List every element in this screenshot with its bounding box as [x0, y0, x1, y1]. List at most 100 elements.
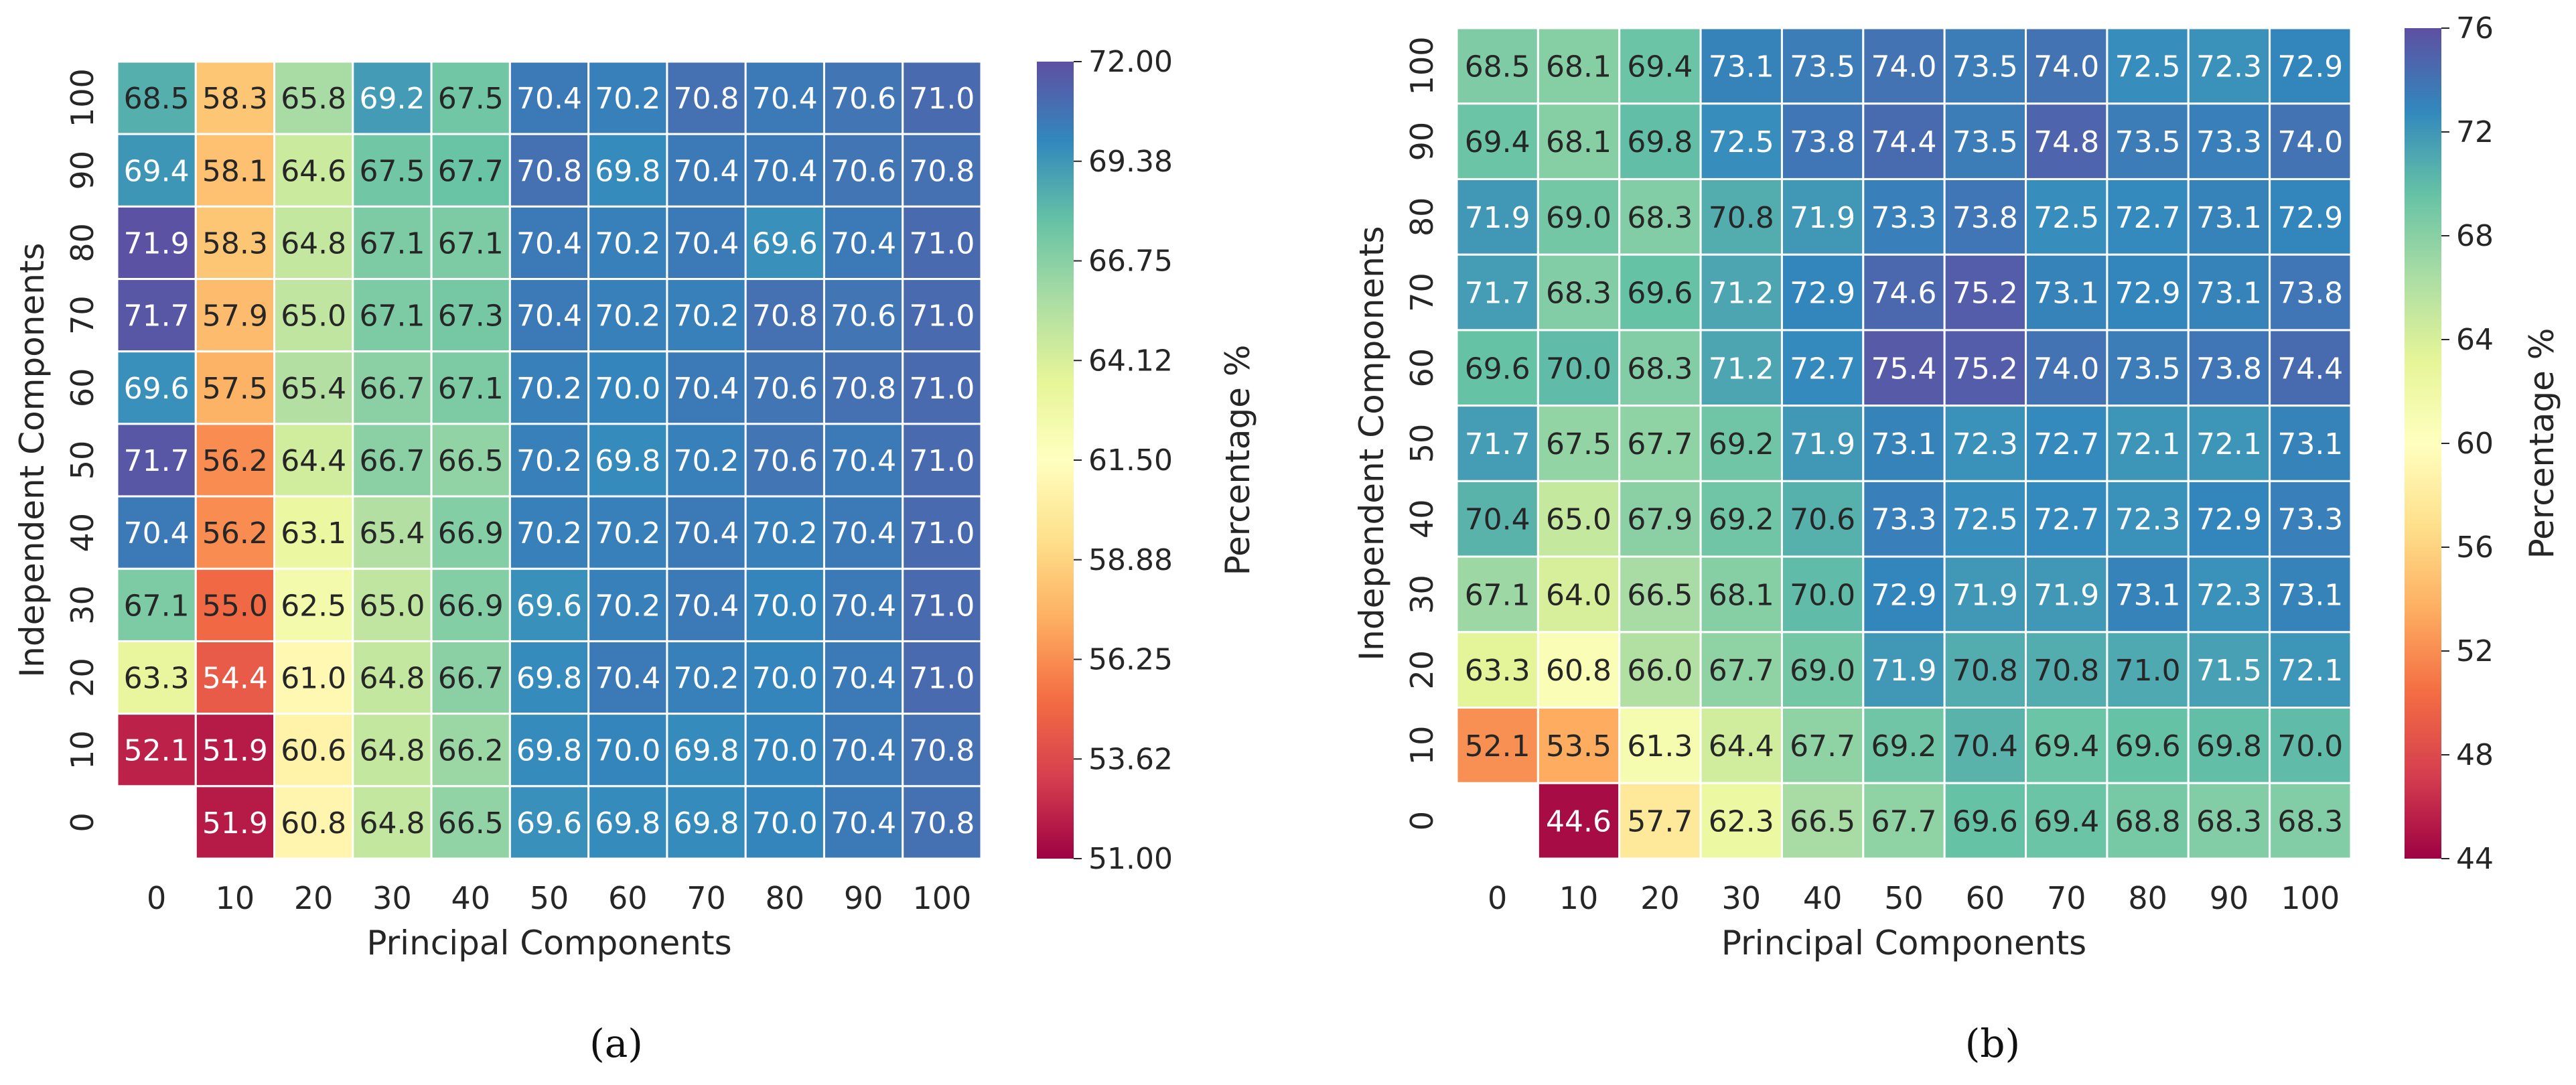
- cell-value-label: 57.5: [202, 372, 268, 406]
- heatmap-cell: [666, 640, 747, 715]
- cell-value-label: 66.5: [1627, 578, 1693, 612]
- y-axis-label: Independent Components: [1352, 226, 1391, 660]
- heatmap-cell: [1455, 102, 1539, 180]
- cell-value-label: 74.0: [2033, 50, 2099, 84]
- cell-value-label: 70.6: [831, 299, 896, 334]
- cell-value-label: 53.5: [1546, 729, 1612, 764]
- cell-value-label: 67.1: [124, 589, 190, 623]
- cell-value-label: 71.9: [1465, 201, 1530, 235]
- cell-value-label: 60.8: [1546, 654, 1612, 688]
- cell-value-label: 65.8: [281, 82, 346, 116]
- heatmap-cell: [744, 350, 825, 425]
- heatmap-cell: [2269, 631, 2352, 709]
- y-tick-label: 30: [64, 585, 100, 625]
- heatmap-cell: [2187, 405, 2271, 482]
- cell-value-label: 70.6: [831, 154, 896, 188]
- x-axis-ticks: 0 10 20 30 40 50 60 70 80 90 100: [1488, 880, 2340, 916]
- cell-value-label: 69.4: [2033, 729, 2099, 764]
- cell-value-label: 70.4: [516, 299, 582, 334]
- y-tick-label: 100: [64, 68, 100, 127]
- cell-value-label: 71.9: [2033, 578, 2099, 612]
- cell-value-label: 69.8: [674, 734, 739, 768]
- heatmap-cell: [1618, 177, 1702, 256]
- cell-value-label: 67.9: [1627, 503, 1693, 537]
- heatmap-cell: [822, 567, 904, 642]
- cell-value-label: 51.9: [202, 734, 268, 768]
- heatmap-cell: [2025, 782, 2108, 860]
- heatmap-cell: [273, 785, 354, 860]
- heatmap-cell: [2106, 177, 2190, 256]
- cell-value-label: 70.0: [2277, 729, 2343, 764]
- cell-value-label: 70.8: [831, 372, 896, 406]
- heatmap-cell: [744, 205, 825, 281]
- y-tick-label: 70: [64, 295, 100, 335]
- y-tick-label: 50: [1404, 424, 1440, 463]
- heatmap-cell: [1455, 329, 1539, 407]
- heatmap-cell: [273, 350, 354, 425]
- cell-value-label: 69.6: [1627, 277, 1693, 311]
- heatmap-cell: [744, 495, 825, 570]
- y-tick-label: 20: [64, 658, 100, 697]
- y-tick-label: 30: [1404, 575, 1440, 614]
- cell-value-label: 69.4: [1465, 125, 1530, 159]
- cell-value-label: 71.9: [1952, 578, 2018, 612]
- heatmap-cell: [430, 567, 511, 642]
- cell-value-label: 72.1: [2115, 427, 2181, 461]
- cell-value-label: 70.4: [831, 734, 896, 768]
- heatmap-cell: [508, 713, 590, 788]
- colorbar-gradient: [1037, 62, 1074, 859]
- y-tick-label: 80: [64, 223, 100, 263]
- colorbar: 76 72 68 64 60 56 52 48 44 Percentage %: [2405, 11, 2561, 876]
- cell-value-label: 67.5: [438, 82, 504, 116]
- heatmap-cell: [902, 133, 983, 208]
- cell-value-label: 71.2: [1709, 277, 1774, 311]
- cell-value-label: 70.4: [831, 806, 896, 841]
- heatmap-cell: [508, 495, 590, 570]
- cell-value-label: 70.2: [516, 372, 582, 406]
- cell-value-label: 70.0: [595, 372, 660, 406]
- cell-value-label: 72.5: [2033, 201, 2099, 235]
- x-tick-label: 40: [1803, 880, 1843, 916]
- heatmap-cell: [902, 423, 983, 498]
- heatmap-cell: [1455, 177, 1539, 256]
- cell-value-label: 71.0: [909, 589, 975, 623]
- cell-value-label: 70.0: [752, 662, 818, 696]
- heatmap-cell: [2106, 782, 2190, 860]
- cell-value-label: 57.7: [1627, 805, 1693, 839]
- heatmap-cell: [273, 640, 354, 715]
- cell-value-label: 72.5: [2115, 50, 2181, 84]
- heatmap-cell: [116, 205, 197, 281]
- cell-value-label: 67.1: [1465, 578, 1530, 612]
- cell-value-label: 62.3: [1709, 805, 1774, 839]
- cell-value-label: 73.3: [2277, 503, 2343, 537]
- colorbar-tick-label: 69.38: [1088, 145, 1173, 179]
- heatmap-cells: 68.5 58.3 65.8 69.2 67.5 70.4 70.2 70.8 70.4 70.6…: [116, 60, 983, 860]
- y-tick-label: 100: [1404, 36, 1440, 95]
- colorbar-label: Percentage %: [2522, 328, 2561, 559]
- cell-value-label: 69.8: [516, 662, 582, 696]
- cell-value-label: 70.8: [909, 154, 975, 188]
- cell-value-label: 74.4: [1871, 125, 1937, 159]
- cell-value-label: 70.4: [674, 589, 739, 623]
- cell-value-label: 66.5: [438, 444, 504, 478]
- heatmap-cell: [1780, 707, 1865, 784]
- cell-value-label: 70.4: [595, 662, 660, 696]
- heatmap-cell: [2187, 253, 2271, 332]
- cell-value-label: 71.9: [1790, 201, 1855, 235]
- cell-value-label: 70.4: [1952, 729, 2018, 764]
- heatmap-cell: [2269, 27, 2352, 105]
- cell-value-label: 69.4: [124, 154, 190, 188]
- cell-value-label: 68.8: [2115, 805, 2181, 839]
- heatmap-cell: [508, 423, 590, 498]
- cell-value-label: 64.8: [359, 806, 425, 841]
- colorbar-tick-label: 64.12: [1088, 344, 1173, 378]
- heatmap-cell: [508, 60, 590, 135]
- cell-value-label: 65.4: [359, 516, 425, 551]
- heatmap-cell: [430, 713, 511, 788]
- panel-caption: (a): [589, 1021, 643, 1066]
- cell-value-label: 69.6: [124, 372, 190, 406]
- heatmap-cell: [352, 713, 433, 788]
- cell-value-label: 71.2: [1709, 352, 1774, 386]
- cell-value-label: 70.4: [124, 516, 190, 551]
